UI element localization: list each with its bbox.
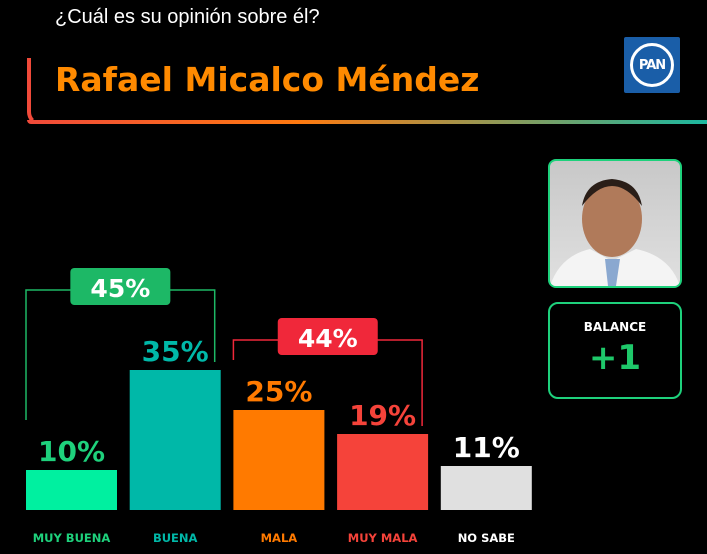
value-label: 25% [245,375,312,408]
value-label: 35% [142,335,209,368]
logo-text: PAN [630,43,674,87]
balance-label: BALANCE [583,320,647,334]
category-label: NO SABE [458,531,515,545]
category-label: BUENA [153,531,198,545]
group-badge [70,268,171,305]
title-frame [27,58,707,126]
question: ¿Cuál es su opinión sobre él? [55,6,320,28]
bar [337,434,429,510]
category-label: MUY BUENA [33,531,111,545]
value-label: 10% [38,435,105,468]
value-label: 19% [349,399,416,432]
gradient-underline [27,120,707,124]
bar [233,410,325,510]
balance-box: BALANCE +1 [548,302,682,399]
group-badge [277,318,378,355]
bar [129,370,221,510]
group-label: 44% [298,324,358,353]
category-label: MALA [261,531,298,545]
group-label: 45% [90,274,150,303]
bar [26,470,117,510]
value-label: 11% [453,431,520,464]
candidate-photo [548,159,682,288]
category-label: MUY MALA [348,531,418,545]
balance-value: +1 [588,338,642,378]
person-icon [550,179,680,286]
bar [440,466,532,510]
candidate-name: Rafael Micalco Méndez [55,60,480,99]
pan-logo-icon: PAN [624,37,680,93]
